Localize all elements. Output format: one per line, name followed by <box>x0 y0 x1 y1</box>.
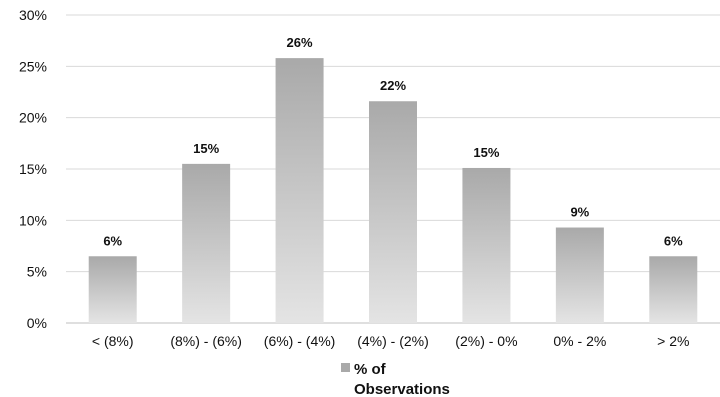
x-tick-label: (2%) - 0% <box>455 333 517 349</box>
data-label: 15% <box>473 145 499 160</box>
legend-label: % of <box>354 361 387 378</box>
y-tick-label: 0% <box>27 315 47 331</box>
y-tick-label: 20% <box>19 110 47 126</box>
bar <box>369 101 417 324</box>
bar <box>649 256 698 323</box>
data-labels: 6% 15% 26% 22% 15% 9% 6% <box>103 35 683 248</box>
x-tick-label: (6%) - (4%) <box>264 333 336 349</box>
data-label: 22% <box>380 78 406 93</box>
bar <box>462 167 511 323</box>
y-tick-label: 10% <box>19 212 47 228</box>
x-axis: < (8%) (8%) - (6%) (6%) - (4%) (4%) - (2%) (… <box>92 333 690 349</box>
bar <box>555 227 604 323</box>
legend-swatch <box>341 363 350 372</box>
data-label: 9% <box>570 205 589 220</box>
data-label: 6% <box>664 233 683 248</box>
data-label: 6% <box>103 233 122 248</box>
bars <box>88 58 698 324</box>
y-tick-label: 5% <box>27 264 47 280</box>
x-tick-label: < (8%) <box>92 333 134 349</box>
y-tick-label: 15% <box>19 161 47 177</box>
x-tick-label: 0% - 2% <box>553 333 606 349</box>
legend: % of Observations <box>341 361 450 397</box>
x-tick-label: (8%) - (6%) <box>170 333 242 349</box>
data-label: 15% <box>193 141 219 156</box>
legend-label: Observations <box>354 381 450 397</box>
bar <box>275 58 324 324</box>
bar <box>88 256 137 323</box>
y-tick-label: 30% <box>19 7 47 23</box>
y-tick-label: 25% <box>19 58 47 74</box>
data-label: 26% <box>287 35 313 50</box>
x-tick-label: (4%) - (2%) <box>357 333 429 349</box>
bar <box>182 163 231 323</box>
y-axis: 0% 5% 10% 15% 20% 25% 30% <box>19 7 47 331</box>
x-tick-label: > 2% <box>657 333 689 349</box>
